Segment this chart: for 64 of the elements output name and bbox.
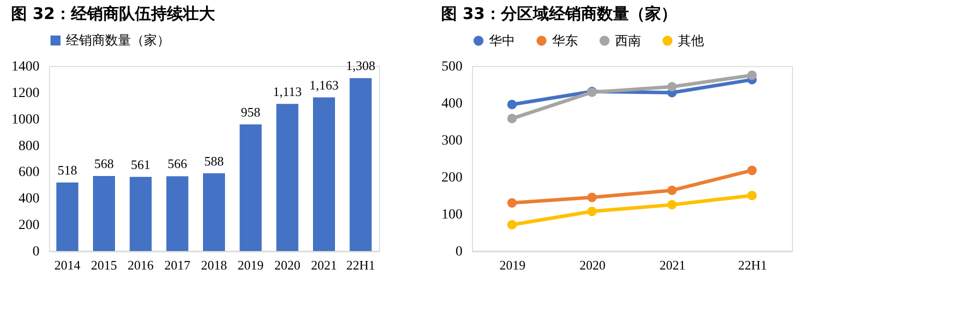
legend-label: 经销商数量（家） [66,32,170,48]
data-label: 1,308 [346,58,376,74]
y-tick-label: 800 [18,138,40,154]
data-label: 568 [94,156,114,171]
point [587,206,597,216]
bar [313,97,335,251]
point [667,186,677,196]
legend-label: 华东 [552,34,578,49]
x-tick-label: 2021 [660,258,686,272]
y-tick-label: 600 [18,165,40,180]
bar [93,176,115,251]
y-tick-label: 200 [18,218,40,234]
data-label: 1,163 [309,77,339,92]
point [667,82,677,92]
y-tick-label: 1000 [12,112,40,128]
chart-title: 图 33：分区域经销商数量（家） [441,4,677,23]
point [667,200,677,210]
x-tick-label: 2021 [311,258,337,272]
x-tick-label: 2019 [238,258,264,272]
point [747,190,757,200]
data-label: 588 [204,153,224,168]
x-tick-label: 2020 [274,258,300,272]
y-tick-label: 0 [456,244,462,260]
x-tick-label: 2019 [500,258,526,272]
legend-label: 西南 [615,34,641,49]
x-tick-label: 2018 [201,258,227,272]
y-tick-label: 400 [18,192,40,207]
x-tick-label: 2020 [580,258,606,272]
data-label: 1,113 [272,84,302,99]
bar [240,124,262,251]
y-tick-label: 500 [442,60,462,74]
point [507,100,517,110]
legend-label: 华中 [489,34,515,49]
bar [350,78,372,251]
y-tick-label: 0 [32,244,40,260]
y-tick-label: 400 [442,96,462,112]
y-tick-label: 300 [442,134,462,148]
x-tick-label: 2015 [91,258,117,272]
y-tick-label: 1200 [12,86,40,101]
legend-label: 其他 [678,34,704,49]
x-tick-label: 2016 [128,258,154,272]
y-tick-label: 100 [442,208,462,222]
point [587,192,597,202]
x-tick-label: 22H1 [738,258,767,272]
x-tick-label: 2017 [164,258,191,272]
bar [203,173,225,251]
data-label: 518 [58,162,78,178]
y-tick-label: 200 [442,170,462,186]
bar [56,182,78,251]
x-tick-label: 22H1 [346,258,376,272]
data-label: 566 [168,156,188,172]
point [507,220,517,230]
data-label: 958 [240,104,260,120]
point [747,70,757,80]
chart-title: 图 32：经销商队伍持续壮大 [11,4,216,23]
point [507,198,517,208]
bar [130,176,152,251]
point [747,166,757,176]
bar [276,104,298,251]
x-tick-label: 2014 [54,258,81,272]
point [507,114,517,124]
data-label: 561 [130,156,150,172]
y-tick-label: 1400 [12,60,40,74]
bar [166,176,188,251]
